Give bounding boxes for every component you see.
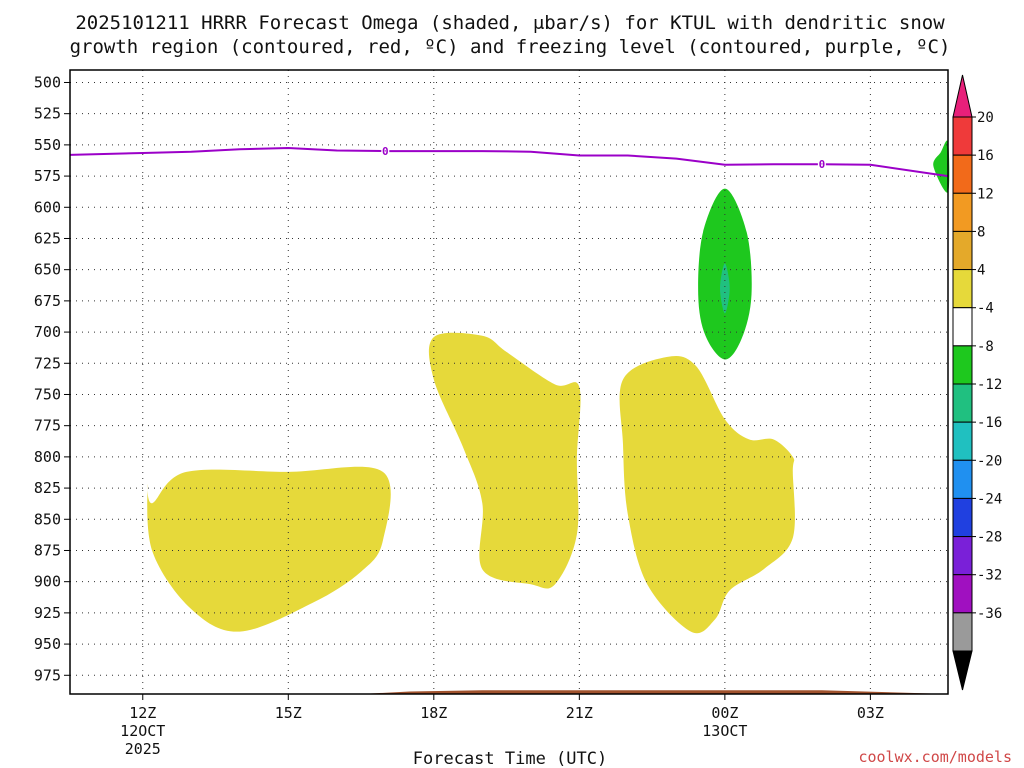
colorbar-swatch (952, 345, 973, 385)
plot-frame (69, 69, 949, 695)
colorbar-tick-label: -8 (977, 339, 994, 355)
y-tick-label: 925 (34, 604, 61, 622)
y-tick-label: 650 (34, 261, 61, 279)
y-tick-label: 525 (34, 105, 61, 123)
x-axis-title: Forecast Time (UTC) (413, 749, 607, 768)
colorbar-swatch (952, 192, 973, 232)
colorbar-tick-label: -24 (977, 491, 1002, 507)
x-tick-label: 21Z (566, 704, 593, 722)
x-tick-date: 12OCT (120, 722, 165, 740)
colorbar-tick-label: 8 (977, 224, 985, 240)
sinking-motion-edge (933, 140, 950, 193)
colorbar-swatch (952, 497, 973, 538)
colorbar-swatch (952, 421, 973, 461)
gridlines (70, 70, 948, 694)
colorbar-top-arrow (952, 74, 973, 118)
colorbar-swatch (952, 612, 973, 652)
colorbar-bottom-arrow (952, 650, 973, 691)
colorbar-tick-label: 20 (977, 110, 994, 126)
x-tick-label: 03Z (857, 704, 884, 722)
colorbar-swatch (952, 383, 973, 423)
y-tick-label: 575 (34, 167, 61, 185)
chart-title-line1: 2025101211 HRRR Forecast Omega (shaded, … (75, 12, 945, 34)
colorbar-tick-label: -12 (977, 377, 1002, 393)
colorbar-tick-label: -20 (977, 453, 1002, 469)
y-tick-label: 675 (34, 292, 61, 310)
rising-motion-lobe-sw (147, 466, 391, 632)
rising-motion-lobe-center (428, 332, 581, 589)
y-tick-label: 625 (34, 229, 61, 247)
colorbar-swatch (952, 307, 973, 347)
colorbar-tick-label: -28 (977, 530, 1002, 546)
freezing-level-line (69, 146, 949, 178)
colorbar-swatch (952, 536, 973, 576)
y-tick-label: 850 (34, 510, 61, 528)
colorbar-tick-label: 4 (977, 263, 985, 279)
y-tick-label: 600 (34, 198, 61, 216)
colorbar-tick-label: -32 (977, 568, 1002, 584)
rising-motion-lobe-east (619, 355, 795, 634)
surface-layer (70, 690, 948, 694)
y-tick-label: 750 (34, 385, 61, 403)
x-tick-label: 12Z (129, 704, 156, 722)
x-tick-label: 00Z (711, 704, 738, 722)
colorbar-tick-label: -4 (977, 301, 994, 317)
colorbar-swatch (952, 269, 973, 309)
colorbar-swatch (952, 116, 973, 156)
colorbar-swatch (952, 459, 973, 499)
credit-text[interactable]: coolwx.com/models (858, 748, 1012, 766)
y-tick-label: 500 (34, 73, 61, 91)
freezing-level-contour: 00 (69, 144, 949, 178)
surface-pressure-band (70, 690, 948, 694)
x-tick-label: 15Z (275, 704, 302, 722)
shaded-omega-regions (147, 140, 950, 634)
y-axis: 500 525 550 575 600 625 650 675 700 725 750 775 800 8… (34, 73, 70, 684)
colorbar: 20 16 12 8 4 -4 -8 -12 -16 -20 -24 -28 -32 -36 (952, 74, 1002, 691)
y-tick-label: 875 (34, 541, 61, 559)
colorbar-tick-label: 12 (977, 186, 994, 202)
colorbar-swatch (952, 574, 973, 614)
contour-label-bg (381, 144, 390, 158)
x-tick-date: 13OCT (702, 722, 747, 740)
chart-title-line2: growth region (contoured, red, ºC) and f… (70, 36, 951, 58)
sinking-motion-core (720, 263, 730, 314)
contour-label-bg (817, 157, 826, 171)
y-tick-label: 700 (34, 323, 61, 341)
colorbar-tick-label: -16 (977, 415, 1002, 431)
y-tick-label: 975 (34, 666, 61, 684)
y-tick-label: 825 (34, 479, 61, 497)
colorbar-swatch (952, 230, 973, 271)
y-tick-label: 775 (34, 417, 61, 435)
x-tick-label: 18Z (420, 704, 447, 722)
colorbar-tick-label: -36 (977, 606, 1002, 622)
y-tick-label: 950 (34, 635, 61, 653)
x-tick-year: 2025 (125, 740, 161, 758)
colorbar-tick-label: 16 (977, 148, 994, 164)
y-tick-label: 900 (34, 573, 61, 591)
y-tick-label: 725 (34, 354, 61, 372)
freezing-level-label: 0 (819, 158, 826, 171)
y-tick-label: 800 (34, 448, 61, 466)
y-tick-label: 550 (34, 136, 61, 154)
freezing-level-label: 0 (382, 145, 389, 158)
colorbar-swatch (952, 154, 973, 194)
